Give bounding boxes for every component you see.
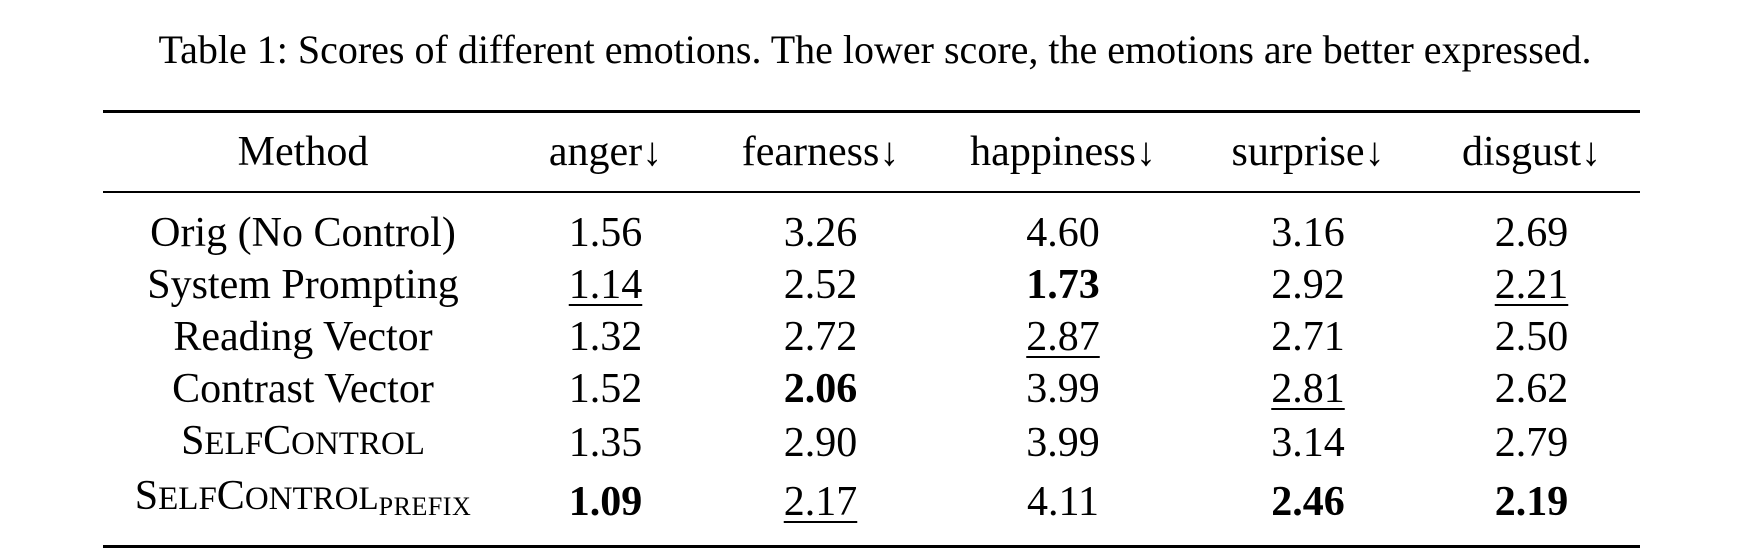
header-method-label: Method [237, 129, 369, 175]
table-caption: Table 1: Scores of different emotions. T… [158, 27, 1592, 72]
header-fearness: fearness↓ [708, 112, 933, 193]
results-table: Method anger↓ fearness↓ happiness↓ surpr… [103, 110, 1640, 548]
fearness-cell: 2.17 [708, 470, 933, 547]
surprise-cell: 2.81 [1193, 363, 1423, 415]
header-anger: anger↓ [503, 112, 708, 193]
table-row: Reading Vector 1.32 2.72 2.87 2.71 2.50 [103, 311, 1640, 363]
surprise-cell: 3.14 [1271, 419, 1345, 466]
disgust-cell: 2.79 [1494, 419, 1569, 466]
fearness-cell: 3.26 [783, 210, 858, 256]
table-row: SELFCONTROLPREFIX 1.09 2.17 4.11 2.46 2.… [103, 470, 1640, 547]
method-smallcaps-part: ELF [158, 481, 217, 517]
method-smallcaps-part: ELF [204, 426, 264, 462]
header-surprise-label: surprise [1231, 129, 1365, 175]
down-arrow-icon: ↓ [1364, 129, 1385, 174]
best-value: 2.46 [1271, 478, 1345, 525]
down-arrow-icon: ↓ [1581, 129, 1602, 174]
fearness-cell: 2.52 [783, 262, 858, 308]
happiness-cell: 3.99 [1026, 366, 1100, 412]
method-smallcaps-part: ONTROL [244, 481, 379, 517]
anger-cell: 1.52 [568, 366, 643, 412]
fearness-cell: 2.90 [783, 419, 858, 466]
header-anger-label: anger [548, 129, 643, 175]
fearness-cell: 2.72 [783, 314, 858, 360]
surprise-cell: 2.92 [1271, 262, 1345, 308]
method-cell: SELFCONTROL [103, 415, 503, 470]
header-happiness: happiness↓ [933, 112, 1193, 193]
down-arrow-icon: ↓ [879, 129, 900, 174]
happiness-cell: 1.73 [933, 259, 1193, 311]
method-cell: Orig (No Control) [150, 210, 456, 256]
second-best-value: 2.17 [783, 478, 858, 525]
table-row: Contrast Vector 1.52 2.06 3.99 2.81 2.62 [103, 363, 1640, 415]
disgust-cell: 2.50 [1494, 314, 1569, 360]
best-value: 2.19 [1494, 478, 1569, 525]
header-row: Method anger↓ fearness↓ happiness↓ surpr… [103, 111, 1640, 193]
disgust-cell: 2.21 [1423, 259, 1640, 311]
results-table-container: Method anger↓ fearness↓ happiness↓ surpr… [103, 110, 1640, 548]
method-cell: Reading Vector [173, 314, 433, 360]
method-smallcaps-part: S [181, 418, 205, 464]
anger-cell: 1.14 [503, 259, 708, 311]
happiness-cell: 3.99 [1026, 419, 1100, 466]
anger-cell: 1.09 [503, 470, 708, 547]
best-value: 2.06 [783, 366, 858, 412]
second-best-value: 2.81 [1271, 366, 1345, 412]
header-happiness-label: happiness [970, 129, 1136, 175]
down-arrow-icon: ↓ [642, 129, 663, 174]
header-disgust: disgust↓ [1423, 112, 1640, 193]
header-surprise: surprise↓ [1193, 112, 1423, 193]
best-value: 1.09 [568, 478, 643, 525]
anger-cell: 1.35 [568, 419, 643, 466]
table-row: SELFCONTROL 1.35 2.90 3.99 3.14 2.79 [103, 415, 1640, 470]
fearness-cell: 2.06 [708, 363, 933, 415]
table-row: System Prompting 1.14 2.52 1.73 2.92 2.2… [103, 259, 1640, 311]
second-best-value: 2.87 [1026, 314, 1100, 360]
anger-cell: 1.56 [568, 210, 643, 256]
method-cell: SELFCONTROLPREFIX [103, 470, 503, 547]
disgust-cell: 2.69 [1494, 210, 1569, 256]
method-subscript: PREFIX [378, 492, 472, 521]
disgust-cell: 2.19 [1423, 470, 1640, 547]
happiness-cell: 2.87 [933, 311, 1193, 363]
second-best-value: 1.14 [568, 262, 643, 308]
disgust-cell: 2.62 [1494, 366, 1569, 412]
best-value: 1.73 [1026, 262, 1100, 308]
method-cell: Contrast Vector [172, 366, 434, 412]
method-cell: System Prompting [147, 262, 459, 308]
happiness-cell: 4.60 [1026, 210, 1100, 256]
surprise-cell: 2.71 [1271, 314, 1345, 360]
method-smallcaps-part: S [134, 473, 159, 519]
header-disgust-label: disgust [1461, 129, 1582, 175]
method-smallcaps-part: ONTROL [291, 426, 425, 462]
header-fearness-label: fearness [741, 129, 880, 175]
table-row: Orig (No Control) 1.56 3.26 4.60 3.16 2.… [103, 192, 1640, 259]
happiness-cell: 4.11 [1027, 478, 1099, 525]
surprise-cell: 2.46 [1193, 470, 1423, 547]
anger-cell: 1.32 [568, 314, 643, 360]
surprise-cell: 3.16 [1271, 210, 1345, 256]
down-arrow-icon: ↓ [1135, 129, 1156, 174]
method-smallcaps-part: C [263, 418, 292, 464]
method-smallcaps-part: C [216, 473, 245, 519]
second-best-value: 2.21 [1494, 262, 1569, 308]
header-method: Method [103, 112, 503, 193]
